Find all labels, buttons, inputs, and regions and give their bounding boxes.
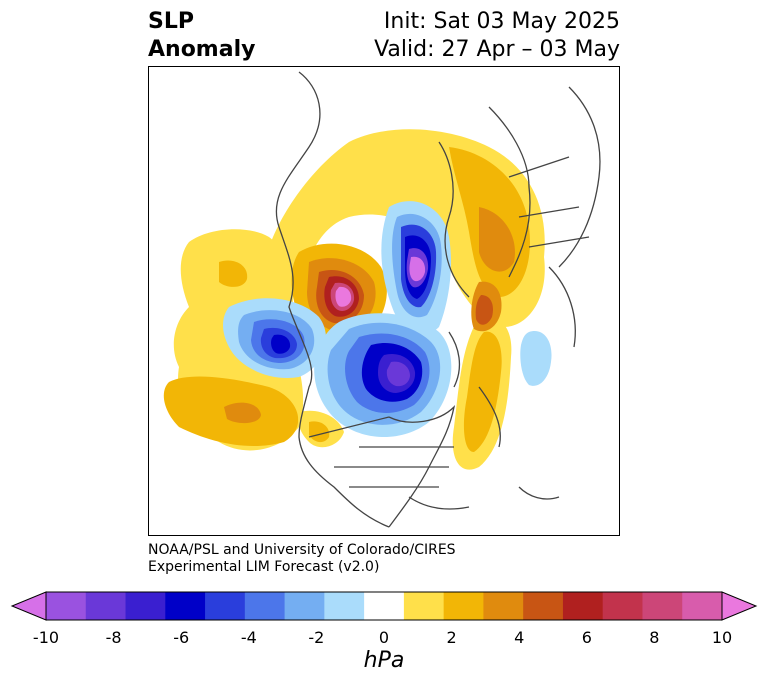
colorbar-tick-label: -10 bbox=[32, 628, 60, 647]
title-anomaly: Anomaly bbox=[148, 37, 256, 62]
colorbar-tick-label: 10 bbox=[711, 628, 733, 647]
colorbar-tick-label: 8 bbox=[649, 628, 660, 647]
map-panel bbox=[148, 66, 620, 536]
colorbar-bin bbox=[483, 592, 524, 620]
colorbar-extend-max bbox=[721, 591, 758, 621]
negative-anomaly-fields bbox=[223, 201, 552, 437]
colorbar-tick-label: 4 bbox=[514, 628, 525, 647]
colorbar-bin bbox=[562, 592, 604, 620]
colorbar-bin bbox=[284, 592, 325, 620]
colorbar-unit: hPa bbox=[363, 648, 405, 673]
credit-line-1: NOAA/PSL and University of Colorado/CIRE… bbox=[148, 542, 456, 558]
title-left: SLP Anomaly bbox=[148, 8, 255, 64]
colorbar-tick-label: 6 bbox=[581, 628, 592, 647]
colorbar-bin bbox=[46, 592, 87, 620]
colorbar bbox=[10, 591, 758, 621]
positive-anomaly-fields bbox=[163, 129, 545, 470]
title-right: Init: Sat 03 May 2025 Valid: 27 Apr – 03… bbox=[374, 8, 620, 64]
colorbar-tick-label: -2 bbox=[308, 628, 325, 647]
colorbar-bin bbox=[244, 592, 286, 620]
colorbar-bin bbox=[125, 592, 166, 620]
colorbar-bin bbox=[682, 592, 723, 620]
colorbar-bin bbox=[602, 592, 643, 620]
colorbar-tick-label: -8 bbox=[105, 628, 122, 647]
init-date: Init: Sat 03 May 2025 bbox=[383, 9, 620, 34]
colorbar-bin bbox=[364, 592, 405, 620]
credit-line-2: Experimental LIM Forecast (v2.0) bbox=[148, 559, 380, 575]
colorbar-bin bbox=[523, 592, 564, 620]
colorbar-outline bbox=[45, 591, 723, 621]
colorbar-tick-label: -6 bbox=[173, 628, 190, 647]
colorbar-tick-label: -4 bbox=[240, 628, 257, 647]
colorbar-bin bbox=[205, 592, 246, 620]
valid-range: Valid: 27 Apr – 03 May bbox=[374, 37, 620, 62]
colorbar-bin bbox=[443, 592, 484, 620]
colorbar-bin bbox=[85, 592, 127, 620]
colorbar-bin bbox=[324, 592, 365, 620]
credit-text: NOAA/PSL and University of Colorado/CIRE… bbox=[148, 542, 456, 576]
title-variable: SLP bbox=[148, 9, 194, 34]
colorbar-bin bbox=[642, 592, 683, 620]
coastlines bbox=[275, 71, 601, 528]
colorbar-bin bbox=[403, 592, 445, 620]
colorbar-extend-min bbox=[10, 591, 47, 621]
colorbar-bin bbox=[165, 592, 206, 620]
colorbar-tick-label: 0 bbox=[378, 628, 390, 647]
colorbar-tick-label: 2 bbox=[446, 628, 457, 647]
anomaly-map bbox=[163, 71, 601, 528]
